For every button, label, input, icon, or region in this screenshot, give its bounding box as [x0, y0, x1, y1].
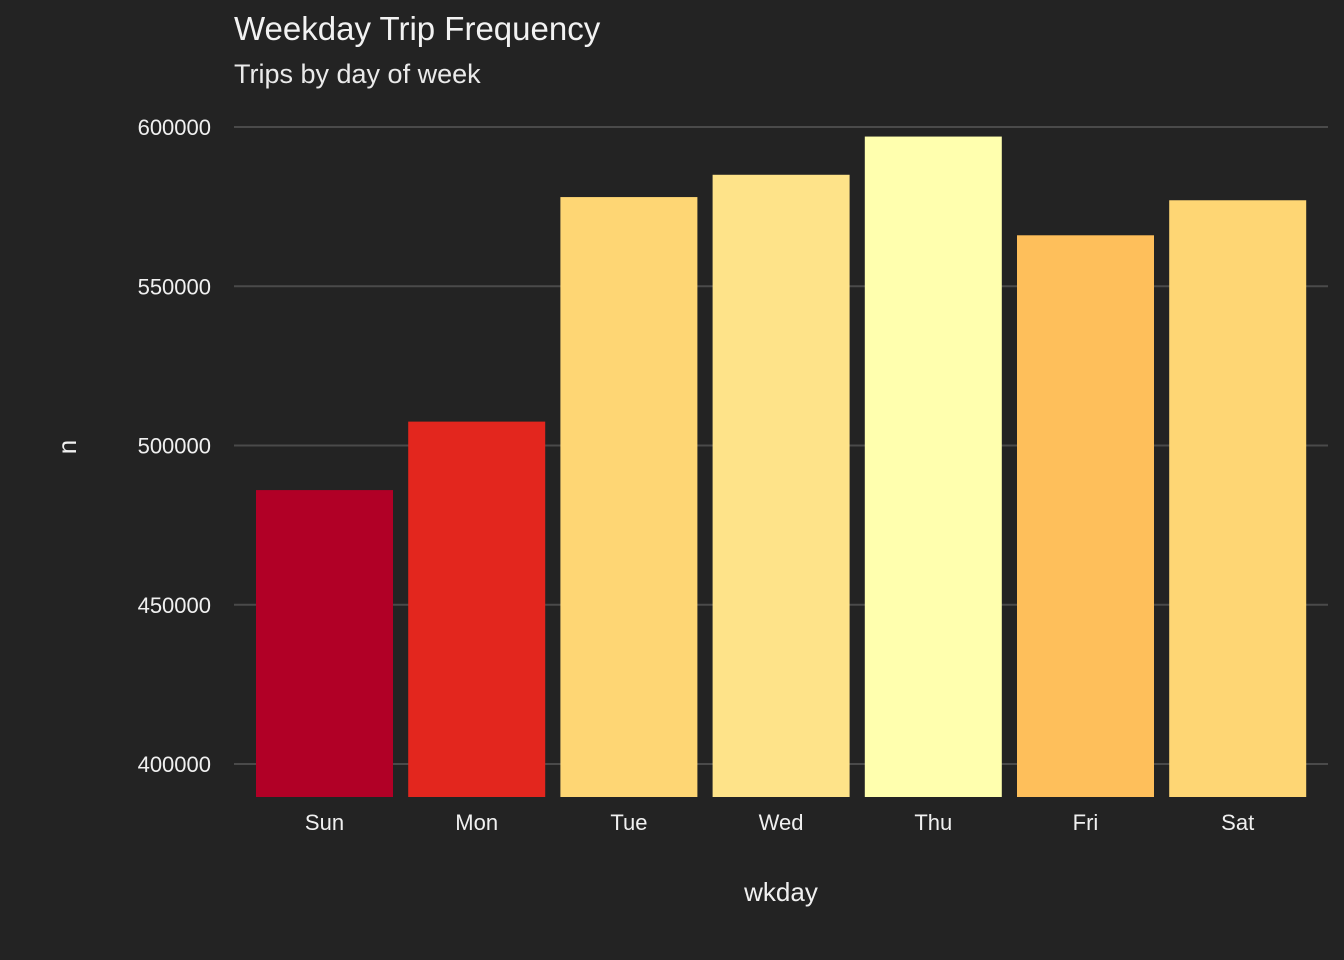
bar-fri: [1017, 235, 1154, 798]
bar-thu: [864, 136, 1002, 797]
x-tick-label: Sat: [1221, 810, 1254, 835]
x-tick-label: Sun: [305, 810, 344, 835]
x-tick-label: Tue: [610, 810, 647, 835]
chart-title: Weekday Trip Frequency: [234, 10, 601, 47]
bar-wed: [712, 174, 850, 797]
bar-mon: [408, 421, 546, 797]
y-tick-label: 500000: [138, 434, 211, 459]
x-tick-label: Fri: [1073, 810, 1099, 835]
bars: [256, 136, 1307, 798]
y-tick-label: 600000: [138, 115, 211, 140]
x-tick-label: Wed: [759, 810, 804, 835]
bar-tue: [560, 197, 698, 797]
y-axis-tick-labels: 400000 450000 500000 550000 600000: [138, 115, 211, 777]
bar-sat: [1169, 200, 1307, 797]
x-axis-title: wkday: [743, 877, 818, 907]
y-tick-label: 450000: [138, 593, 211, 618]
x-tick-label: Thu: [914, 810, 952, 835]
chart-subtitle: Trips by day of week: [234, 59, 481, 89]
x-tick-label: Mon: [455, 810, 498, 835]
y-axis-title: n: [52, 440, 82, 454]
y-tick-label: 400000: [138, 752, 211, 777]
x-axis-tick-labels: Sun Mon Tue Wed Thu Fri Sat: [305, 810, 1254, 835]
y-tick-label: 550000: [138, 274, 211, 299]
bar-sun: [256, 490, 393, 797]
